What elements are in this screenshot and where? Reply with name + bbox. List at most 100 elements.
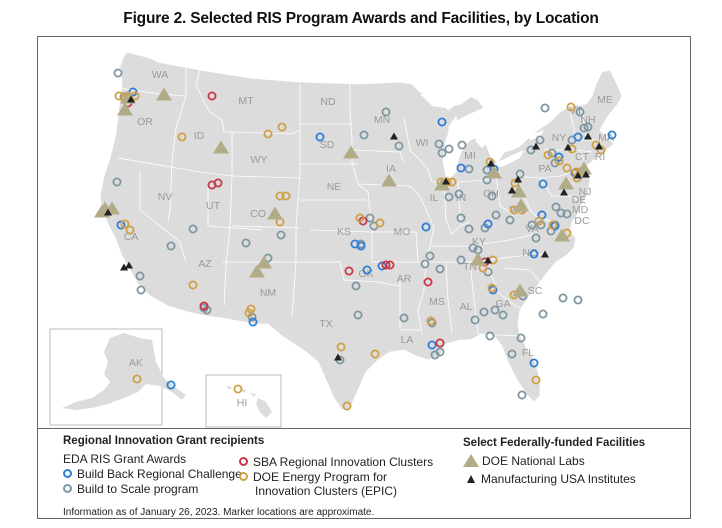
- mfg-usa-triangle-icon: [584, 132, 592, 140]
- mfg-usa-triangle-icon: [390, 132, 398, 140]
- ring-marker: [487, 283, 497, 293]
- doe-lab-triangle-icon: [558, 176, 574, 190]
- ring-marker: [538, 309, 548, 319]
- ring-marker: [507, 349, 517, 359]
- state-label: ME: [597, 94, 613, 106]
- ring-marker: [427, 340, 437, 350]
- state-label: TX: [319, 318, 332, 330]
- state-label: DE: [572, 194, 587, 206]
- ring-marker: [575, 107, 585, 117]
- state-label: NM: [260, 287, 276, 299]
- state-label: ND: [320, 96, 336, 108]
- legend-item-doe-lab: DOE National Labs: [463, 454, 585, 468]
- ring-marker: [263, 129, 273, 139]
- state-label: MI: [464, 150, 476, 162]
- ring-marker: [554, 156, 564, 166]
- ring-marker: [490, 305, 500, 315]
- ring-marker: [479, 307, 489, 317]
- ring-marker: [342, 401, 352, 411]
- ring-marker: [377, 261, 387, 271]
- state-label: NH: [580, 114, 595, 126]
- doe-lab-triangle-icon: [249, 264, 265, 278]
- legend-item-doe-epic-line2: Innovation Clusters (EPIC): [255, 484, 398, 498]
- doe-lab-triangle-icon: [117, 102, 133, 116]
- ring-marker: [573, 132, 583, 142]
- doe-lab-triangle-icon: [256, 255, 272, 269]
- ring-marker: [535, 135, 545, 145]
- ring-marker: [281, 191, 291, 201]
- ring-marker: [421, 222, 431, 232]
- ring-marker: [483, 219, 493, 229]
- mfg-usa-triangle-icon: [484, 256, 492, 264]
- state-label: GA: [495, 298, 510, 310]
- ring-marker: [435, 264, 445, 274]
- state-label: MT: [238, 95, 254, 107]
- doe-lab-triangle-icon: [576, 161, 592, 175]
- state-label: CA: [124, 231, 139, 243]
- ring-marker: [177, 132, 187, 142]
- ring-marker: [120, 219, 130, 229]
- ring-marker: [248, 317, 258, 327]
- ring-marker: [444, 144, 454, 154]
- ring-marker: [359, 130, 369, 140]
- ring-marker: [315, 132, 325, 142]
- ring-marker: [113, 68, 123, 78]
- state-label: WA: [152, 69, 169, 81]
- ring-marker: [573, 295, 583, 305]
- doe-lab-triangle-icon: [512, 283, 528, 297]
- ring-marker: [370, 349, 380, 359]
- legend-heading-facilities: Select Federally-funded Facilities: [463, 437, 646, 449]
- ring-marker: [454, 189, 464, 199]
- ring-marker: [468, 243, 478, 253]
- ring-marker: [583, 122, 593, 132]
- state-label: DC: [574, 215, 590, 227]
- ring-marker: [362, 265, 372, 275]
- mfg-usa-triangle-icon: [442, 177, 450, 185]
- state-label: KS: [337, 226, 351, 238]
- ring-marker: [114, 91, 124, 101]
- ring-marker: [435, 338, 445, 348]
- ring-marker: [385, 260, 395, 270]
- ring-marker: [355, 213, 365, 223]
- ring-marker: [135, 271, 145, 281]
- contiguous-us-landmass: [99, 51, 623, 411]
- state-label: PA: [538, 163, 551, 175]
- ring-marker: [353, 310, 363, 320]
- ring-marker: [456, 213, 466, 223]
- ring-marker: [554, 152, 564, 162]
- mfg-usa-triangle-icon: [560, 188, 568, 196]
- mfg-usa-triangle-icon: [564, 143, 572, 151]
- ring-marker: [425, 251, 435, 261]
- ring-marker: [516, 333, 526, 343]
- state-label: OH: [483, 188, 499, 200]
- state-label: IA: [386, 163, 396, 175]
- mfg-usa-triangle-icon: [582, 170, 590, 178]
- legend-item-build-back: Build Back Regional Challenge: [63, 467, 242, 481]
- ring-marker: [350, 239, 360, 249]
- doe-lab-triangle-icon: [213, 140, 229, 154]
- ring-marker: [166, 380, 176, 390]
- state-label: LA: [401, 334, 414, 346]
- mfg-usa-triangle-icon: [104, 208, 112, 216]
- ring-marker: [491, 210, 501, 220]
- state-borders: [117, 62, 604, 337]
- ring-marker: [275, 191, 285, 201]
- ring-marker: [540, 103, 550, 113]
- state-label: MO: [394, 226, 411, 238]
- ring-marker: [351, 281, 361, 291]
- blue-ring-icon: [63, 469, 72, 479]
- state-label: SD: [320, 139, 335, 151]
- ring-marker: [420, 259, 430, 269]
- mfg-usa-triangle-icon: [514, 175, 522, 183]
- state-label: NY: [552, 132, 567, 144]
- state-label: ID: [194, 130, 205, 142]
- state-label: HI: [237, 397, 248, 409]
- ring-marker: [199, 301, 209, 311]
- ring-marker: [188, 280, 198, 290]
- ring-marker: [556, 208, 566, 218]
- state-label: RI: [595, 151, 606, 163]
- ring-marker: [485, 331, 495, 341]
- state-label: AK: [129, 357, 143, 369]
- ring-marker: [607, 130, 617, 140]
